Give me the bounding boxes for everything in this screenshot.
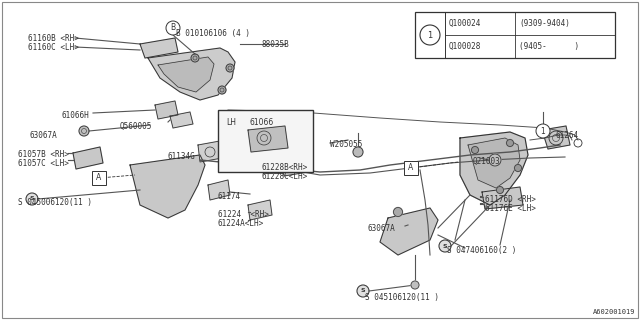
Circle shape	[353, 147, 363, 157]
Polygon shape	[482, 187, 523, 209]
Text: W205055: W205055	[330, 140, 362, 149]
Polygon shape	[140, 38, 178, 58]
Circle shape	[191, 54, 199, 62]
Polygon shape	[198, 141, 222, 162]
Polygon shape	[73, 147, 103, 169]
Text: 1: 1	[428, 30, 433, 39]
Circle shape	[506, 140, 513, 147]
Text: LH: LH	[226, 118, 236, 127]
Polygon shape	[158, 57, 214, 92]
Text: 61057B <RH>: 61057B <RH>	[18, 150, 69, 159]
Text: 61228B<RH>: 61228B<RH>	[262, 163, 308, 172]
Text: 61176D <RH>: 61176D <RH>	[485, 195, 536, 204]
Polygon shape	[248, 126, 288, 152]
Circle shape	[357, 285, 369, 297]
Text: S 047406160(2 ): S 047406160(2 )	[447, 246, 516, 255]
Text: Q100028: Q100028	[449, 42, 481, 51]
Text: Q100024: Q100024	[449, 19, 481, 28]
Circle shape	[489, 154, 501, 166]
Circle shape	[420, 25, 440, 45]
Circle shape	[515, 164, 522, 172]
Text: B 010106106 (4 ): B 010106106 (4 )	[176, 29, 250, 38]
Text: S: S	[29, 196, 35, 202]
Polygon shape	[468, 138, 520, 188]
Text: 61066: 61066	[250, 118, 275, 127]
Circle shape	[497, 187, 504, 194]
Circle shape	[226, 64, 234, 72]
Polygon shape	[155, 101, 178, 119]
Polygon shape	[282, 158, 308, 176]
Text: A602001019: A602001019	[593, 309, 635, 315]
Polygon shape	[148, 48, 235, 100]
Text: 1: 1	[541, 126, 545, 135]
Polygon shape	[130, 155, 205, 218]
Text: (9309-9404): (9309-9404)	[519, 19, 570, 28]
Text: 63067A: 63067A	[367, 224, 395, 233]
Text: 61264: 61264	[556, 131, 579, 140]
Text: S: S	[361, 289, 365, 293]
Text: 63067A: 63067A	[30, 131, 58, 140]
Polygon shape	[460, 132, 528, 205]
Circle shape	[218, 86, 226, 94]
Text: S: S	[443, 244, 447, 249]
Polygon shape	[248, 200, 272, 220]
Text: 61066H: 61066H	[62, 111, 90, 120]
Text: A: A	[97, 173, 102, 182]
Text: A: A	[408, 164, 413, 172]
Circle shape	[411, 281, 419, 289]
Bar	[404, 161, 418, 175]
Circle shape	[394, 207, 403, 217]
Text: 88035B: 88035B	[261, 40, 289, 49]
Circle shape	[472, 147, 479, 154]
Text: 61134G: 61134G	[168, 152, 196, 161]
Text: 61160C <LH>: 61160C <LH>	[28, 43, 79, 52]
Bar	[415, 12, 615, 58]
Text: B: B	[170, 23, 175, 33]
Text: S 045106120(11 ): S 045106120(11 )	[365, 293, 439, 302]
Text: (9405-      ): (9405- )	[519, 42, 579, 51]
Text: 61174: 61174	[218, 192, 241, 201]
Circle shape	[79, 126, 89, 136]
Text: 61224A<LH>: 61224A<LH>	[218, 219, 264, 228]
Polygon shape	[208, 180, 230, 200]
Text: 61176E <LH>: 61176E <LH>	[485, 204, 536, 213]
Bar	[218, 110, 313, 172]
Text: Q21003: Q21003	[473, 157, 500, 166]
Text: 61224  <RH>: 61224 <RH>	[218, 210, 269, 219]
Circle shape	[439, 240, 451, 252]
Text: S 045006120(11 ): S 045006120(11 )	[18, 198, 92, 207]
Circle shape	[536, 124, 550, 138]
Bar	[92, 171, 106, 185]
Text: 61228C<LH>: 61228C<LH>	[262, 172, 308, 181]
Polygon shape	[380, 208, 438, 255]
Circle shape	[166, 21, 180, 35]
Text: Q560005: Q560005	[120, 122, 152, 131]
Polygon shape	[542, 126, 570, 149]
Text: 61160B <RH>: 61160B <RH>	[28, 34, 79, 43]
Circle shape	[26, 193, 38, 205]
Text: 61057C <LH>: 61057C <LH>	[18, 159, 69, 168]
Polygon shape	[170, 112, 193, 128]
